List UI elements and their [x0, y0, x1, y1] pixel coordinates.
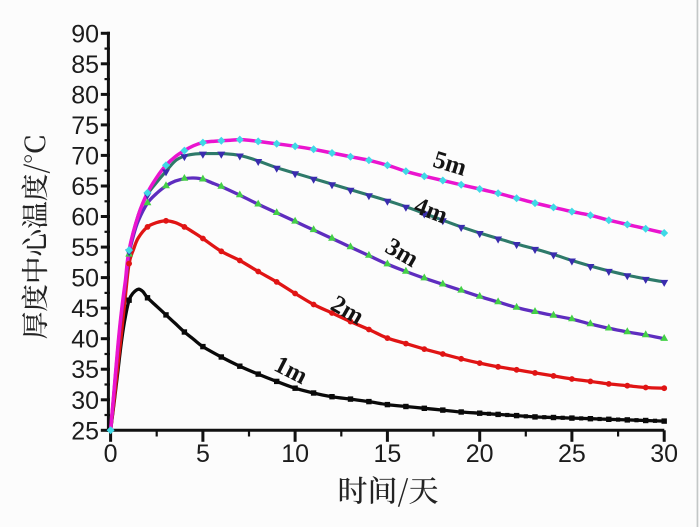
svg-text:75: 75 — [71, 112, 99, 140]
svg-text:85: 85 — [71, 51, 99, 79]
svg-text:5: 5 — [196, 440, 210, 468]
svg-text:15: 15 — [373, 440, 401, 468]
svg-text:10: 10 — [281, 440, 309, 468]
svg-text:30: 30 — [71, 387, 99, 415]
svg-text:60: 60 — [71, 204, 99, 232]
svg-text:50: 50 — [71, 265, 99, 293]
svg-text:80: 80 — [71, 81, 99, 109]
svg-text:35: 35 — [71, 356, 99, 384]
svg-text:90: 90 — [71, 20, 99, 48]
svg-text:25: 25 — [71, 417, 99, 445]
svg-text:55: 55 — [71, 234, 99, 262]
svg-text:0: 0 — [104, 440, 118, 468]
svg-text:45: 45 — [71, 295, 99, 323]
svg-text:65: 65 — [71, 173, 99, 201]
svg-text:70: 70 — [71, 142, 99, 170]
svg-text:40: 40 — [71, 326, 99, 354]
svg-text:20: 20 — [466, 440, 494, 468]
svg-text:30: 30 — [650, 440, 678, 468]
svg-text:25: 25 — [558, 440, 586, 468]
